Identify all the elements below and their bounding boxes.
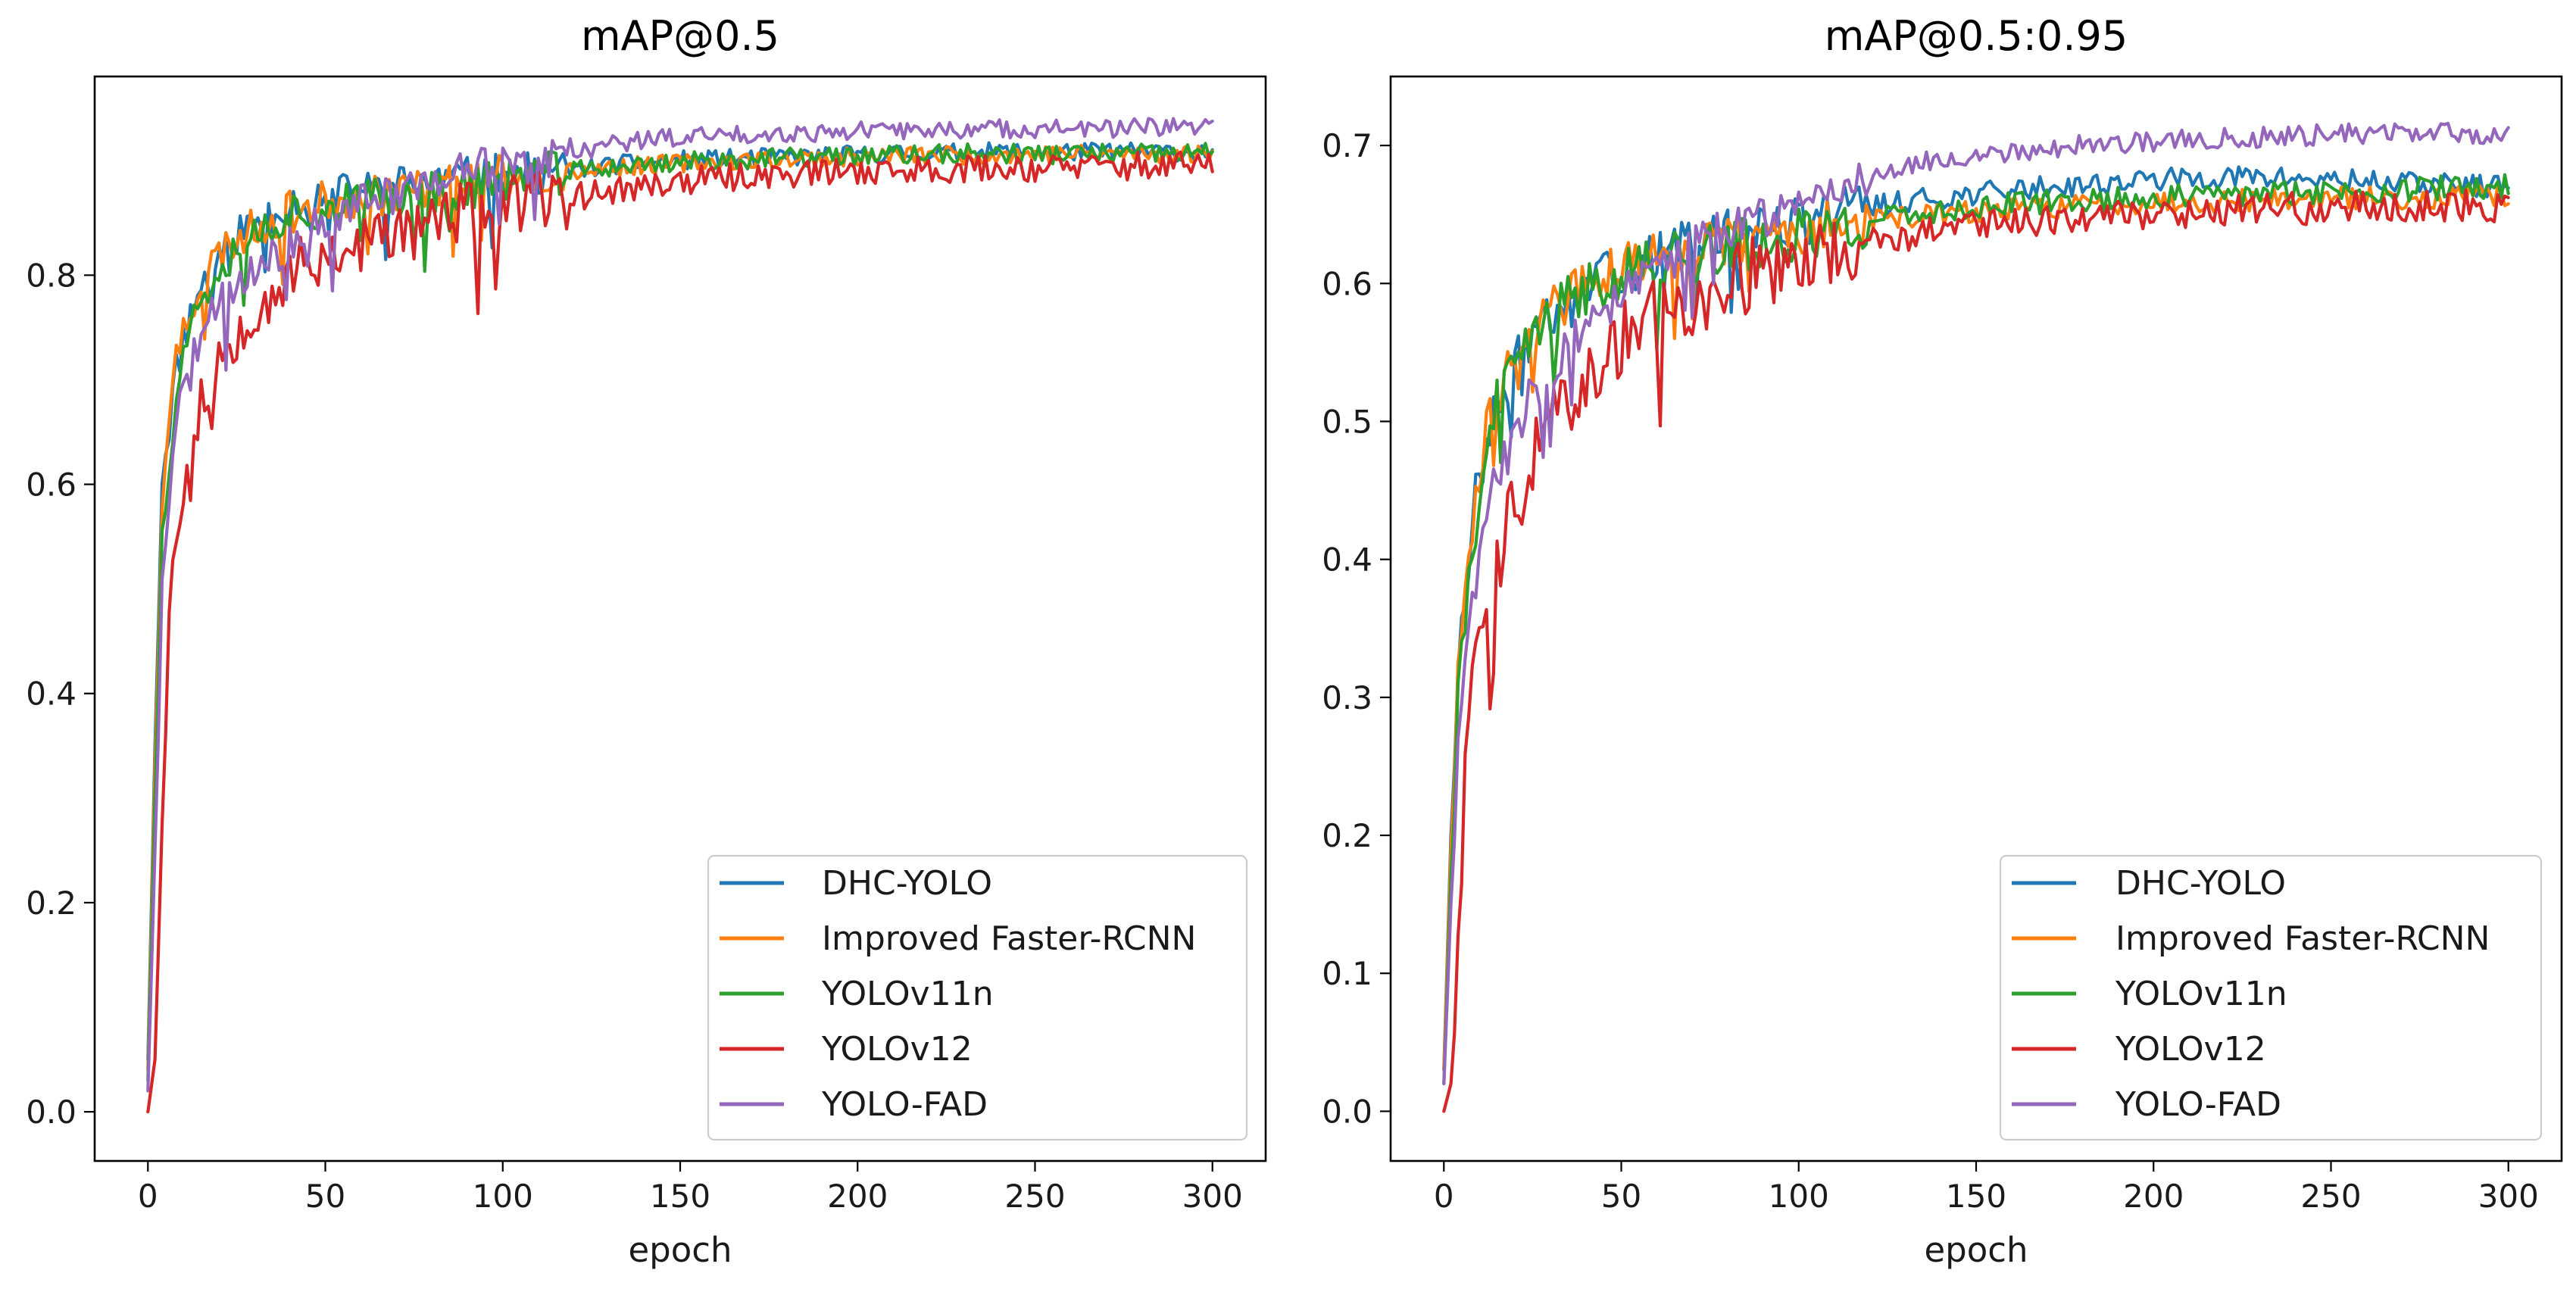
x-tick-label: 50 [305, 1178, 345, 1215]
legend-item: YOLO-FAD [720, 1085, 988, 1124]
x-tick-label: 0 [1434, 1178, 1454, 1215]
x-axis-label: epoch [628, 1230, 732, 1270]
legend-box [1999, 854, 2543, 1141]
series-line-yolov11n [1442, 173, 2510, 1086]
x-tick-label: 100 [473, 1178, 533, 1215]
x-tick-label: 300 [2478, 1178, 2539, 1215]
y-tick-label: 0.1 [1322, 955, 1372, 992]
y-tick-label: 0.6 [1322, 265, 1372, 302]
x-tick-label: 200 [2123, 1178, 2184, 1215]
x-tick-label: 100 [1769, 1178, 1829, 1215]
legend-label: YOLOv11n [821, 975, 994, 1013]
legend-label: YOLOv12 [2115, 1030, 2266, 1069]
y-tick-label: 0.2 [1322, 817, 1372, 854]
series-line-yolo-fad [146, 117, 1214, 1093]
chart-panel-map50: 0 50 100 150 200 250 300 0.0 0.2 0.4 0.6 0.8 mAP@0… [26, 12, 1267, 1270]
legend-item: DHC-YOLO [720, 864, 992, 903]
legend-item: YOLOv12 [2012, 1030, 2266, 1069]
series-line-yolov11n [146, 142, 1214, 1082]
y-tick-label: 0.6 [26, 467, 76, 504]
y-tick-label: 0.2 [26, 885, 76, 922]
legend: DHC-YOLO Improved Faster-RCNN YOLOv11n Y… [1999, 854, 2543, 1141]
legend-item: YOLO-FAD [2012, 1085, 2281, 1124]
legend-label: DHC-YOLO [2115, 864, 2286, 903]
y-tick-label: 0.4 [1322, 541, 1372, 579]
series-line-yolov12 [146, 150, 1214, 1114]
chart-title: mAP@0.5 [581, 12, 779, 60]
legend-label: YOLOv11n [2115, 975, 2287, 1013]
series-line-yolo-fad [1442, 121, 2510, 1086]
y-tick-label: 0.0 [1322, 1093, 1372, 1130]
chart-title: mAP@0.5:0.95 [1825, 12, 2128, 60]
x-tick-label: 300 [1182, 1178, 1243, 1215]
chart-panel-map50-95: 0 50 100 150 200 250 300 0.0 0.1 0.2 0.3 0.4 0.5 0.6… [1322, 12, 2563, 1270]
y-tick-label: 0.8 [26, 257, 76, 294]
x-tick-label: 150 [650, 1178, 710, 1215]
y-tick-label: 0.0 [26, 1094, 76, 1131]
series-line-dhc-yolo [1442, 165, 2510, 1072]
legend-box [707, 854, 1248, 1141]
y-tick-label: 0.3 [1322, 679, 1372, 716]
x-tick-label: 150 [1946, 1178, 2006, 1215]
y-tick-label: 0.5 [1322, 403, 1372, 440]
y-tick-label: 0.4 [26, 676, 76, 713]
y-tick-label: 0.7 [1322, 127, 1372, 164]
x-tick-label: 200 [827, 1178, 888, 1215]
x-tick-label: 250 [2300, 1178, 2361, 1215]
legend-item: YOLOv11n [720, 975, 994, 1013]
legend-item: Improved Faster-RCNN [2012, 919, 2490, 958]
legend-item: YOLOv11n [2012, 975, 2287, 1013]
legend-label: Improved Faster-RCNN [2115, 919, 2490, 958]
x-tick-label: 50 [1601, 1178, 1641, 1215]
x-tick-label: 250 [1004, 1178, 1065, 1215]
legend-label: YOLO-FAD [821, 1085, 988, 1124]
legend-item: YOLOv12 [720, 1030, 973, 1069]
x-axis-label: epoch [1924, 1230, 2028, 1270]
legend-label: DHC-YOLO [822, 864, 992, 903]
legend-item: DHC-YOLO [2012, 864, 2286, 903]
legend-label: Improved Faster-RCNN [822, 919, 1196, 958]
legend-item: Improved Faster-RCNN [720, 919, 1196, 958]
legend: DHC-YOLO Improved Faster-RCNN YOLOv11n Y… [707, 854, 1248, 1141]
series-line-improved-faster-rcnn [146, 144, 1214, 1072]
series-line-yolov12 [1442, 188, 2510, 1113]
x-tick-label: 0 [138, 1178, 158, 1215]
legend-label: YOLO-FAD [2115, 1085, 2281, 1124]
legend-label: YOLOv12 [821, 1030, 973, 1069]
